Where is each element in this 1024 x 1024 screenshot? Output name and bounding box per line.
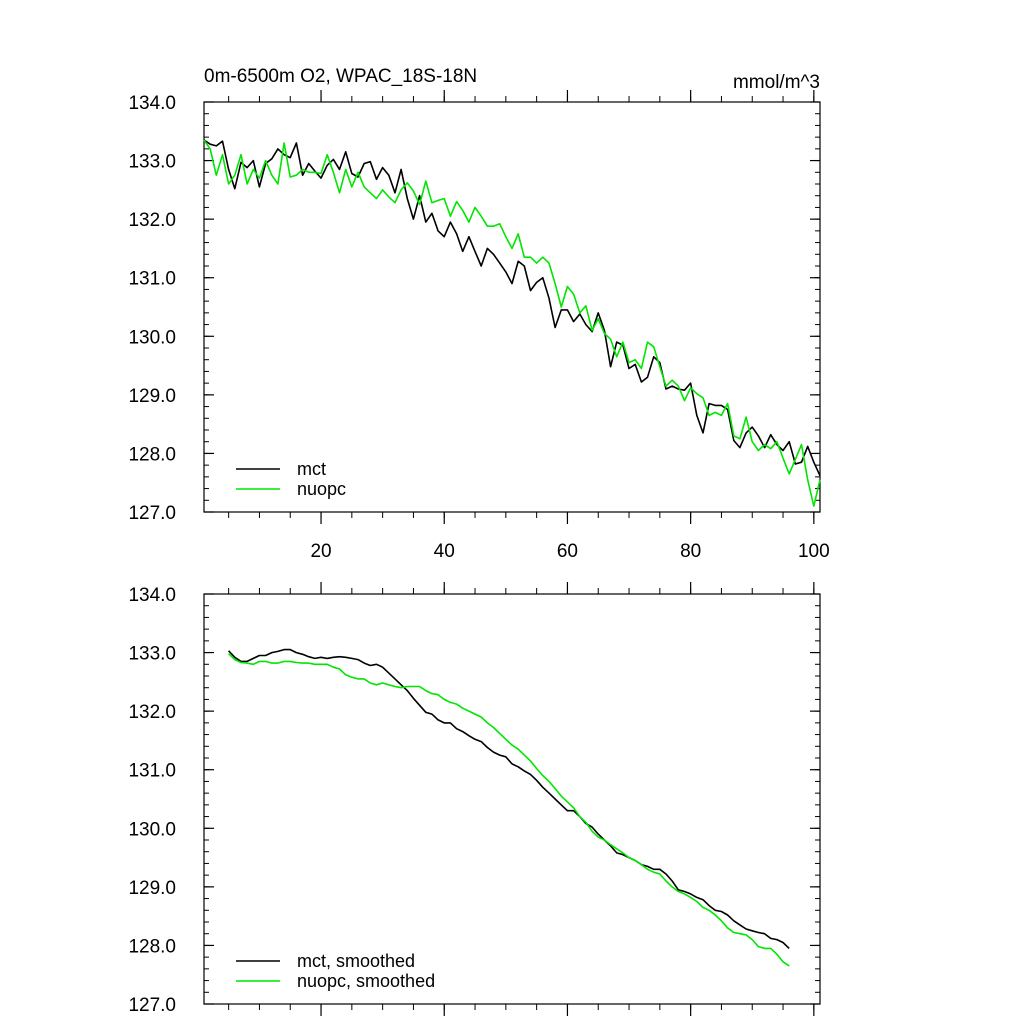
y-tick-label: 128.0: [128, 936, 176, 957]
plot-frame: [203, 593, 821, 1005]
x-tick-label: 100: [798, 541, 830, 562]
minor-ticks: [204, 588, 820, 1010]
minor-ticks: [204, 96, 820, 518]
y-tick-labels: 127.0 128.0 129.0 130.0 131.0 132.0 133.0 134.0: [128, 93, 176, 524]
units-label: mmol/m^3: [733, 72, 820, 93]
bottom-panel: 127.0 128.0 129.0 130.0 131.0 132.0 133.0 134.0…: [128, 582, 821, 1016]
y-tick-label: 133.0: [128, 644, 176, 665]
y-tick-label: 134.0: [128, 93, 176, 114]
y-tick-label: 130.0: [128, 819, 176, 840]
y-tick-label: 131.0: [128, 269, 176, 290]
series-group: [228, 648, 790, 967]
y-tick-label: 133.0: [128, 152, 176, 173]
legend-label: nuopc, smoothed: [297, 971, 435, 991]
series-group: [203, 139, 821, 507]
y-tick-label: 129.0: [128, 878, 176, 899]
y-tick-label: 127.0: [128, 995, 176, 1016]
y-tick-labels: 127.0 128.0 129.0 130.0 131.0 132.0 133.0 134.0: [128, 585, 176, 1016]
top-panel: 0m-6500m O2, WPAC_18S-18N mmol/m^3 127.0…: [128, 66, 829, 562]
series-line-nuopc-smoothed: [228, 653, 790, 967]
y-tick-label: 130.0: [128, 327, 176, 348]
x-tick-label: 60: [557, 541, 578, 562]
series-line-mct: [203, 139, 821, 477]
y-tick-label: 132.0: [128, 702, 176, 723]
y-tick-label: 127.0: [128, 503, 176, 524]
series-line-mct-smoothed: [228, 648, 790, 949]
major-ticks: [204, 90, 820, 524]
y-tick-label: 129.0: [128, 386, 176, 407]
legend-label: mct: [297, 459, 326, 479]
major-ticks: [204, 582, 820, 1016]
chart-title: 0m-6500m O2, WPAC_18S-18N: [204, 66, 477, 87]
legend-label: nuopc: [297, 479, 346, 499]
y-tick-label: 131.0: [128, 761, 176, 782]
x-tick-label: 80: [680, 541, 701, 562]
legend-label: mct, smoothed: [297, 951, 415, 971]
y-tick-label: 132.0: [128, 210, 176, 231]
x-tick-labels: 20 40 60 80 100: [310, 541, 829, 562]
y-tick-label: 134.0: [128, 585, 176, 606]
x-tick-label: 20: [310, 541, 331, 562]
plot-frame: [203, 101, 821, 513]
series-line-nuopc: [203, 139, 821, 507]
x-tick-label: 40: [434, 541, 455, 562]
y-tick-label: 128.0: [128, 444, 176, 465]
